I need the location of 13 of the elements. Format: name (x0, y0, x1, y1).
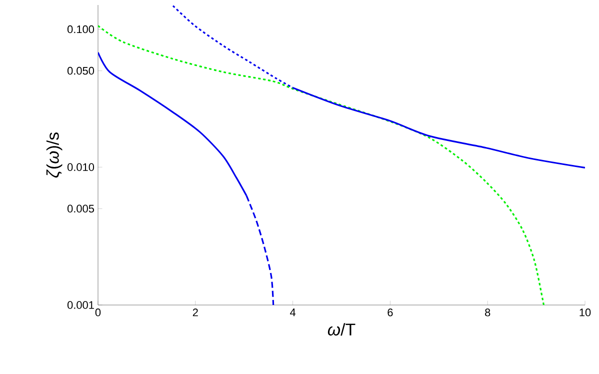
x-tick-label: 4 (290, 308, 296, 316)
x-axis-title: ω/T (328, 323, 356, 336)
x-tick-label: 10 (580, 308, 591, 316)
x-tick-label: 0 (95, 308, 101, 316)
x-tick-label: 6 (388, 308, 393, 316)
y-axis-title: ζ(ω)/s (46, 132, 62, 178)
y-tick-label: 0.050 (67, 66, 94, 75)
y-tick-label: 0.005 (67, 204, 94, 213)
y-tick-label: 0.010 (67, 163, 94, 172)
x-tick-label: 2 (192, 308, 198, 316)
x-tick-label: 8 (485, 308, 490, 316)
y-tick-label: 0.001 (67, 301, 94, 309)
y-tick-label: 0.100 (67, 25, 94, 34)
